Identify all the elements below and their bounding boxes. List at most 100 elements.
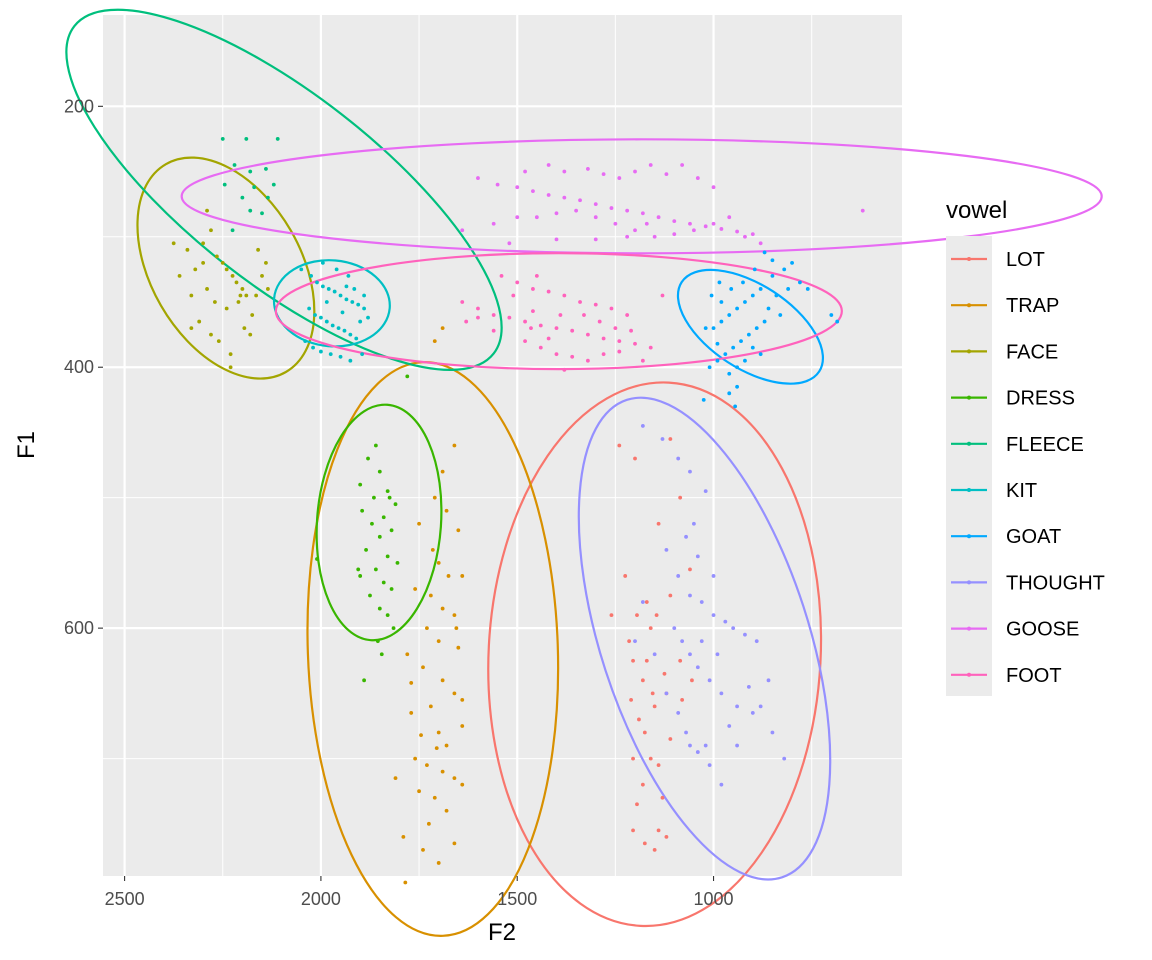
point-thought [699, 600, 704, 604]
point-dress [373, 443, 378, 448]
point-kit [340, 310, 345, 315]
y-tick-label: 400 [64, 357, 94, 377]
x-axis-title: F2 [488, 919, 516, 946]
point-trap [432, 495, 437, 500]
point-thought [640, 424, 645, 428]
point-dress [381, 515, 386, 520]
legend-key-dot-fleece [967, 441, 971, 446]
point-trap [452, 691, 457, 696]
point-foot [546, 336, 551, 341]
point-face [244, 293, 249, 298]
point-foot [648, 345, 653, 350]
point-lot [668, 437, 673, 441]
point-trap [393, 776, 398, 781]
point-thought [727, 724, 732, 728]
point-goose [593, 202, 598, 207]
point-foot [593, 302, 598, 307]
point-fleece [230, 228, 235, 233]
point-goat [703, 326, 708, 330]
point-lot [678, 495, 683, 500]
legend-key-dot-trap [967, 303, 971, 308]
point-lot [656, 763, 661, 768]
point-kit [334, 267, 339, 272]
point-face [171, 241, 176, 246]
point-goat [746, 332, 751, 337]
legend: vowel LOT TRAP FACE DRESS FLEECE KIT GOAT THOUG… [946, 197, 1105, 696]
x-tick-label: 2000 [301, 889, 341, 909]
point-lot [660, 795, 665, 800]
point-thought [699, 639, 704, 644]
point-face [185, 247, 190, 252]
point-foot [546, 289, 551, 294]
point-kit [336, 326, 341, 330]
point-dress [381, 580, 386, 585]
point-thought [782, 756, 787, 761]
point-lot [642, 730, 647, 735]
grid-minor [103, 15, 902, 876]
point-lot [631, 828, 635, 833]
point-face [254, 293, 259, 298]
point-kit [338, 354, 343, 359]
point-kit [313, 313, 317, 317]
point-kit [348, 358, 353, 363]
point-goose [562, 169, 567, 174]
point-face [234, 280, 239, 285]
point-foot [515, 280, 520, 285]
point-goat [717, 280, 722, 285]
point-lot [648, 626, 653, 631]
point-goat [754, 326, 759, 330]
point-trap [432, 339, 437, 344]
point-lot [680, 697, 685, 702]
point-thought [676, 574, 681, 578]
point-lot [627, 639, 632, 644]
point-face [212, 300, 217, 304]
point-foot [558, 313, 563, 317]
point-dress [358, 482, 363, 487]
legend-label-goat: GOAT [1006, 526, 1061, 548]
point-goose [534, 215, 539, 220]
point-trap [421, 665, 425, 670]
point-trap [444, 808, 449, 813]
point-goat [774, 293, 779, 298]
point-lot [654, 613, 659, 617]
point-goose [750, 232, 755, 237]
point-trap [436, 561, 441, 565]
legend-label-thought: THOUGHT [1006, 572, 1105, 594]
point-lot [617, 443, 622, 448]
point-trap [425, 763, 429, 768]
point-thought [731, 626, 736, 631]
point-dress [366, 456, 370, 461]
point-lot [642, 841, 647, 846]
point-foot [597, 319, 602, 324]
point-fleece [220, 137, 225, 141]
point-kit [309, 274, 313, 278]
point-goat [766, 306, 771, 311]
point-foot [554, 326, 559, 330]
legend-label-goose: GOOSE [1006, 619, 1079, 641]
point-dress [385, 613, 390, 617]
point-goose [523, 169, 527, 174]
point-face [240, 287, 245, 291]
point-thought [695, 554, 700, 559]
point-fleece [266, 195, 270, 200]
point-lot [668, 737, 673, 741]
point-goose [507, 241, 512, 246]
point-goose [656, 215, 661, 220]
legend-key-dot-goose [967, 626, 971, 631]
point-foot [585, 358, 590, 363]
point-goose [562, 195, 567, 200]
point-thought [711, 574, 716, 578]
point-foot [609, 306, 614, 311]
point-trap [403, 880, 408, 885]
point-lot [650, 691, 655, 696]
point-goat [739, 339, 743, 344]
point-foot [460, 300, 465, 304]
y-axis-ticks: 200 400 600 [64, 96, 103, 638]
point-kit [319, 349, 323, 354]
ellipse-dress [315, 403, 443, 642]
point-foot [499, 274, 504, 278]
point-dress [364, 547, 368, 552]
point-face [228, 352, 233, 357]
point-dress [377, 606, 382, 611]
point-face [236, 300, 241, 304]
